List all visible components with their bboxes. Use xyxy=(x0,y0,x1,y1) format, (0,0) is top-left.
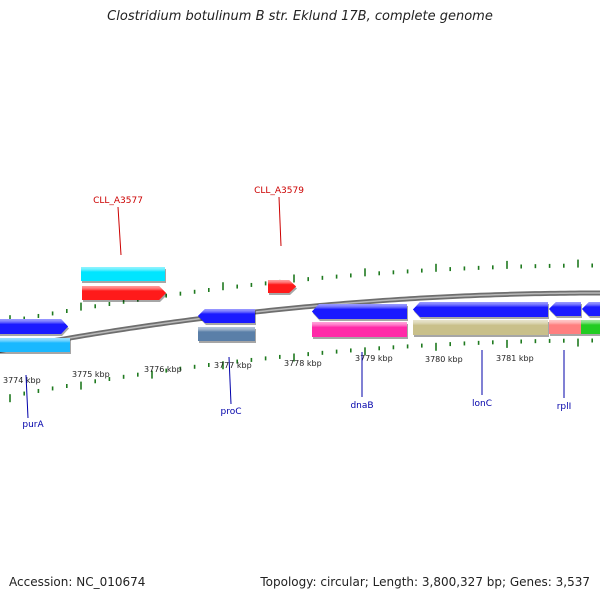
feature-f9 xyxy=(312,322,408,339)
feature-f4 xyxy=(0,319,69,336)
feature-f6 xyxy=(198,309,256,325)
feature-f7 xyxy=(198,327,256,343)
gene-label-lonc: lonC xyxy=(472,399,492,409)
feature-shading xyxy=(0,319,68,334)
gene-leader-line xyxy=(25,374,29,419)
scale-label-3: 3776 kbp xyxy=(144,365,182,374)
feature-shading xyxy=(581,320,600,334)
accession-text: Accession: NC_010674 xyxy=(9,575,146,589)
feature-f15 xyxy=(581,320,600,336)
gene-label-cll-a3577: CLL_A3577 xyxy=(93,196,143,206)
genome-summary-text: Topology: circular; Length: 3,800,327 bp… xyxy=(260,575,590,589)
feature-f5 xyxy=(0,338,71,354)
scale-label-7: 3780 kbp xyxy=(425,355,463,364)
feature-shading xyxy=(198,327,255,341)
feature-shading xyxy=(413,302,548,317)
gene-leader-line xyxy=(228,356,232,405)
map-title: Clostridium botulinum B str. Eklund 17B,… xyxy=(107,9,493,24)
feature-f14 xyxy=(582,302,600,318)
gene-label-cll-a3579: CLL_A3579 xyxy=(254,186,304,196)
feature-f13 xyxy=(549,320,582,336)
scale-ticks xyxy=(9,259,594,403)
scale-label-2: 3775 kbp xyxy=(72,370,110,379)
feature-f10 xyxy=(413,302,549,319)
feature-f1 xyxy=(81,267,166,283)
feature-f2 xyxy=(82,286,167,302)
scale-label-6: 3779 kbp xyxy=(355,354,393,363)
feature-f3 xyxy=(268,280,297,295)
scale-label-8: 3781 kbp xyxy=(496,354,534,363)
gene-leader-line xyxy=(278,196,282,247)
gene-label-proc: proC xyxy=(220,407,241,417)
feature-shading xyxy=(549,302,581,316)
gene-label-dnab: dnaB xyxy=(350,401,373,411)
feature-shading xyxy=(198,309,255,323)
feature-shading xyxy=(549,320,581,334)
feature-shading xyxy=(81,267,165,281)
gene-leader-line xyxy=(117,206,122,256)
feature-arrows xyxy=(0,267,600,354)
scale-label-5: 3778 kbp xyxy=(284,359,322,368)
feature-f12 xyxy=(549,302,582,318)
genome-backbone-highlight xyxy=(0,292,600,352)
gene-label-rpli: rplI xyxy=(557,402,572,412)
feature-shading xyxy=(0,338,70,352)
feature-f11 xyxy=(413,320,549,337)
scale-label-1: 3774 kbp xyxy=(3,376,41,385)
feature-shading xyxy=(82,286,166,300)
feature-shading xyxy=(582,302,600,316)
feature-shading xyxy=(312,304,407,319)
feature-f8 xyxy=(312,304,408,321)
scale-label-4: 3777 kbp xyxy=(214,361,252,370)
feature-shading xyxy=(268,280,296,293)
gene-label-pura: purA xyxy=(22,420,44,430)
feature-shading xyxy=(413,320,548,335)
feature-shading xyxy=(312,322,407,337)
